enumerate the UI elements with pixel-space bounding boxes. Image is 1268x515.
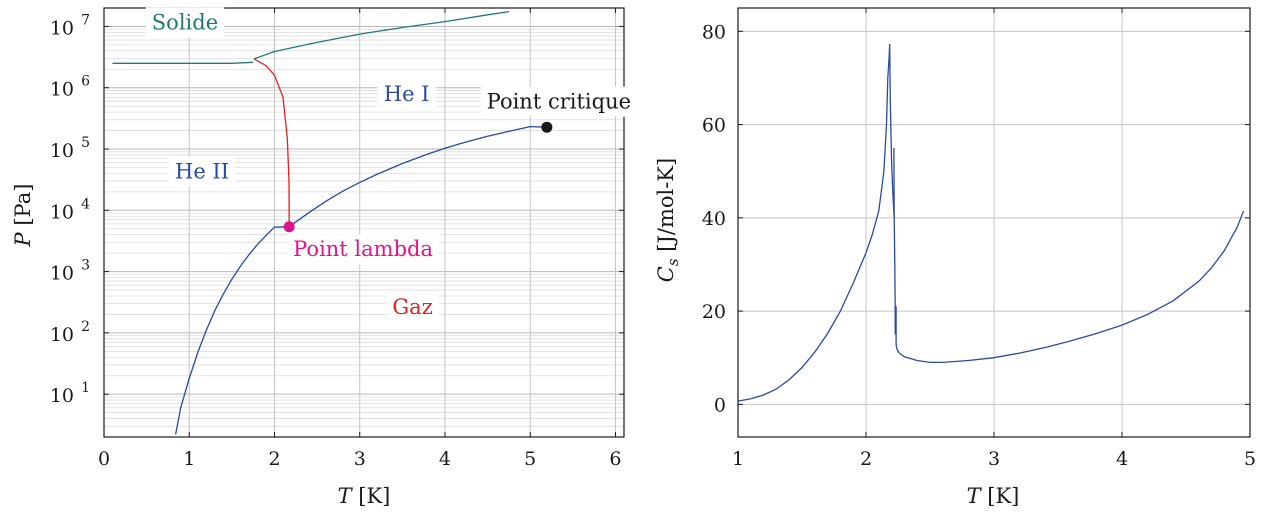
y-tick-label: 80 xyxy=(702,21,726,43)
phase-curve-2 xyxy=(253,10,509,60)
x-tick-label: 1 xyxy=(732,448,744,470)
y-tick-label: 10 6 xyxy=(50,74,90,101)
x-tick-label: 4 xyxy=(1116,448,1128,470)
x-tick-label: 6 xyxy=(609,448,621,470)
critical-point-label: Point critique xyxy=(487,90,631,114)
x-tick-label: 3 xyxy=(988,448,1000,470)
phase-curve-1 xyxy=(112,61,254,64)
x-tick-label: 2 xyxy=(268,448,280,470)
region-label-solide: Solide xyxy=(152,10,218,34)
region-label-he-i: He I xyxy=(384,82,430,106)
heat-capacity-grid xyxy=(737,8,1251,437)
region-label-gaz: Gaz xyxy=(392,295,432,319)
heat-capacity-curve-2 xyxy=(893,147,896,335)
heat-capacity-y-axis-label: Cs [J/mol-K] xyxy=(654,158,682,282)
heat-capacity-curves xyxy=(738,43,1245,402)
y-tick-label: 10 2 xyxy=(50,319,90,346)
lambda-point-label: Point lambda xyxy=(293,237,433,261)
y-tick-label: 10 1 xyxy=(50,380,90,407)
heat-capacity-curve-1 xyxy=(738,43,895,402)
phase-diagram-curves xyxy=(112,10,547,435)
x-tick-label: 2 xyxy=(860,448,872,470)
lambda-point-marker xyxy=(283,221,295,233)
x-tick-label: 4 xyxy=(439,448,451,470)
phase-diagram-annotations: Solide He I He II Gaz Point critique Point la… xyxy=(145,7,638,322)
heat-capacity-ticks: 1 2 3 4 5 0 20 40 60 80 xyxy=(702,8,1256,470)
phase-curve-3 xyxy=(253,58,290,227)
x-tick-label: 0 xyxy=(98,448,110,470)
region-label-he-ii: He II xyxy=(175,159,229,183)
y-tick-label: 10 4 xyxy=(50,196,90,223)
x-tick-label: 5 xyxy=(524,448,536,470)
y-tick-label: 20 xyxy=(702,301,726,323)
phase-diagram-frame xyxy=(103,7,625,438)
x-tick-label: 1 xyxy=(183,448,195,470)
heat-capacity-panel: 1 2 3 4 5 0 20 40 60 80 T [K] Cs [J/mol-K] xyxy=(654,7,1256,508)
y-tick-label: 10 3 xyxy=(50,258,90,285)
phase-diagram-x-axis-label: T [K] xyxy=(338,484,391,508)
y-tick-label: 0 xyxy=(714,394,726,416)
phase-diagram-plot-frame xyxy=(103,7,625,438)
y-tick-label: 10 7 xyxy=(50,12,90,39)
phase-diagram-y-axis-label: P [Pa] xyxy=(11,184,35,248)
heat-capacity-curve-3 xyxy=(895,210,1245,364)
x-tick-label: 3 xyxy=(354,448,366,470)
y-tick-label: 40 xyxy=(702,208,726,230)
y-tick-label: 60 xyxy=(702,115,726,137)
heat-capacity-x-axis-label: T [K] xyxy=(967,484,1020,508)
y-tick-label: 10 5 xyxy=(50,135,90,162)
phase-diagram-grid xyxy=(103,7,624,438)
x-tick-label: 5 xyxy=(1244,448,1256,470)
critical-point-marker xyxy=(541,121,553,133)
